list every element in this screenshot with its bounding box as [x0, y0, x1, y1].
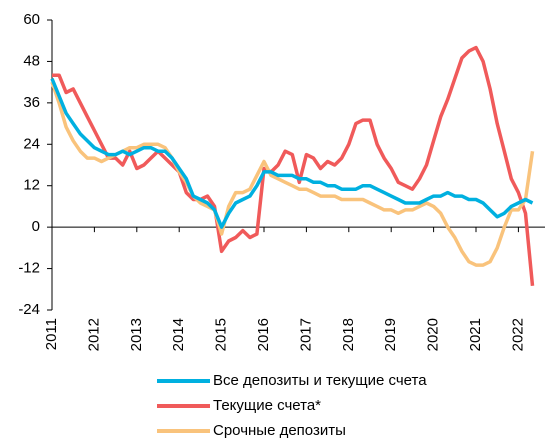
y-tick-label: 60 [23, 11, 40, 28]
legend-label: Текущие счета* [213, 397, 321, 414]
x-tick-label: 2017 [297, 318, 314, 351]
y-tick-label: 36 [23, 94, 40, 111]
x-tick-label: 2015 [213, 318, 230, 351]
x-tick-label: 2011 [43, 318, 60, 350]
y-tick-label: -12 [18, 260, 40, 277]
y-tick-label: 24 [23, 135, 40, 152]
y-tick-label: -24 [18, 301, 40, 318]
series-line [52, 45, 535, 286]
x-tick-label: 2013 [128, 318, 145, 351]
series-line [50, 78, 534, 229]
x-tick-label: 2022 [509, 318, 526, 351]
x-tick-label: 2021 [467, 318, 484, 351]
y-tick-label: 0 [32, 218, 40, 235]
legend-label: Срочные депозиты [213, 422, 346, 439]
series-line [50, 81, 535, 267]
x-tick-label: 2016 [255, 318, 272, 351]
x-tick-label: 2019 [382, 318, 399, 351]
y-tick-label: 48 [23, 52, 40, 69]
x-tick-label: 2014 [170, 318, 187, 351]
x-tick-label: 2012 [85, 318, 102, 351]
y-tick-label: 12 [23, 177, 40, 194]
x-tick-label: 2018 [340, 318, 357, 351]
legend-label: Все депозиты и текущие счета [213, 372, 427, 389]
x-tick-label: 2020 [425, 318, 442, 351]
